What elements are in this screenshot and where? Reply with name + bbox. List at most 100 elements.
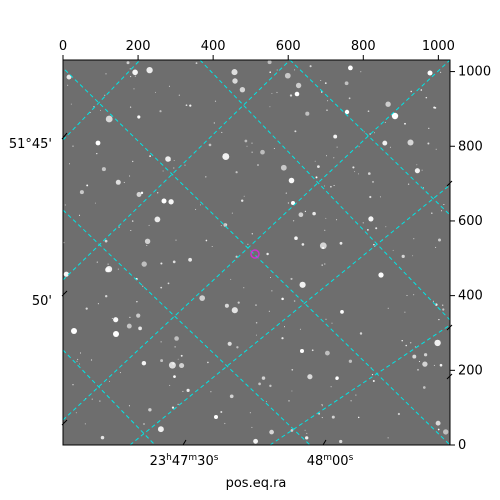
star (205, 176, 207, 178)
star (79, 190, 84, 195)
star (301, 243, 305, 246)
star (258, 382, 261, 386)
wcs-tick-mark (61, 419, 68, 426)
star (293, 300, 296, 302)
star (186, 388, 190, 392)
wcs-tick-mark (182, 439, 187, 446)
star (251, 426, 253, 428)
star (352, 166, 355, 169)
star (422, 187, 424, 189)
star (220, 411, 223, 413)
star (433, 106, 436, 109)
star (382, 140, 388, 146)
right-tick-label: 1000 (458, 65, 491, 80)
star (294, 236, 298, 240)
star (339, 439, 343, 444)
star (136, 300, 138, 303)
star (443, 429, 449, 435)
star (317, 165, 320, 168)
star (327, 100, 329, 102)
star (333, 134, 338, 139)
star (442, 304, 444, 306)
star (146, 66, 153, 74)
star (438, 318, 440, 321)
star (75, 412, 77, 414)
ra-tick-label: 48m00s (307, 453, 354, 469)
star (425, 96, 428, 99)
star (146, 244, 148, 246)
star (86, 184, 89, 187)
star (205, 239, 208, 242)
star (108, 268, 110, 270)
star (331, 415, 335, 419)
star (407, 183, 410, 185)
star (105, 115, 113, 123)
wcs-tick-mark (446, 373, 453, 380)
target-marker (250, 249, 260, 259)
star (350, 400, 352, 402)
star (138, 326, 142, 331)
grid-line (269, 324, 450, 445)
star (177, 358, 179, 360)
star (340, 310, 344, 314)
star (157, 426, 164, 433)
star (417, 368, 419, 371)
star (401, 254, 405, 259)
wcs-tick-mark (446, 324, 453, 331)
star (126, 61, 130, 65)
ra-tick-label: 23h47m30s (150, 453, 219, 469)
star (321, 404, 323, 406)
star (266, 252, 269, 256)
star (172, 260, 176, 264)
bright-star (95, 140, 101, 146)
star (255, 322, 258, 324)
star (133, 88, 135, 90)
star (230, 278, 232, 280)
star (306, 432, 308, 434)
bright-star (294, 91, 300, 97)
star (148, 224, 150, 226)
grid-line (63, 349, 156, 445)
star (132, 160, 134, 163)
star (348, 359, 353, 363)
top-tick-label: 0 (59, 39, 67, 54)
star (433, 364, 435, 366)
right-tick-label: 800 (458, 139, 483, 154)
star (235, 171, 238, 174)
star (255, 334, 257, 336)
star (119, 372, 121, 374)
star (265, 401, 267, 403)
star (182, 390, 184, 392)
star (208, 143, 212, 147)
star (312, 211, 316, 216)
star (129, 68, 131, 70)
star (307, 374, 313, 380)
star (267, 60, 272, 65)
star (420, 89, 423, 91)
star (168, 361, 176, 369)
star (379, 196, 381, 198)
star (323, 185, 325, 187)
star (105, 295, 108, 298)
star (109, 380, 110, 382)
star (177, 403, 179, 406)
star (309, 65, 312, 68)
star (412, 354, 417, 359)
star (210, 391, 212, 393)
star (247, 243, 249, 245)
star (253, 438, 259, 444)
star (442, 308, 445, 311)
star (324, 229, 326, 231)
star (104, 239, 108, 243)
star (148, 408, 152, 412)
star (195, 208, 197, 210)
star (113, 317, 119, 323)
bright-star (71, 328, 77, 334)
star (270, 277, 271, 278)
star (142, 285, 144, 287)
star (249, 412, 251, 414)
wcs-tick-mark (446, 180, 453, 187)
star-field (63, 60, 449, 444)
star (339, 241, 343, 245)
